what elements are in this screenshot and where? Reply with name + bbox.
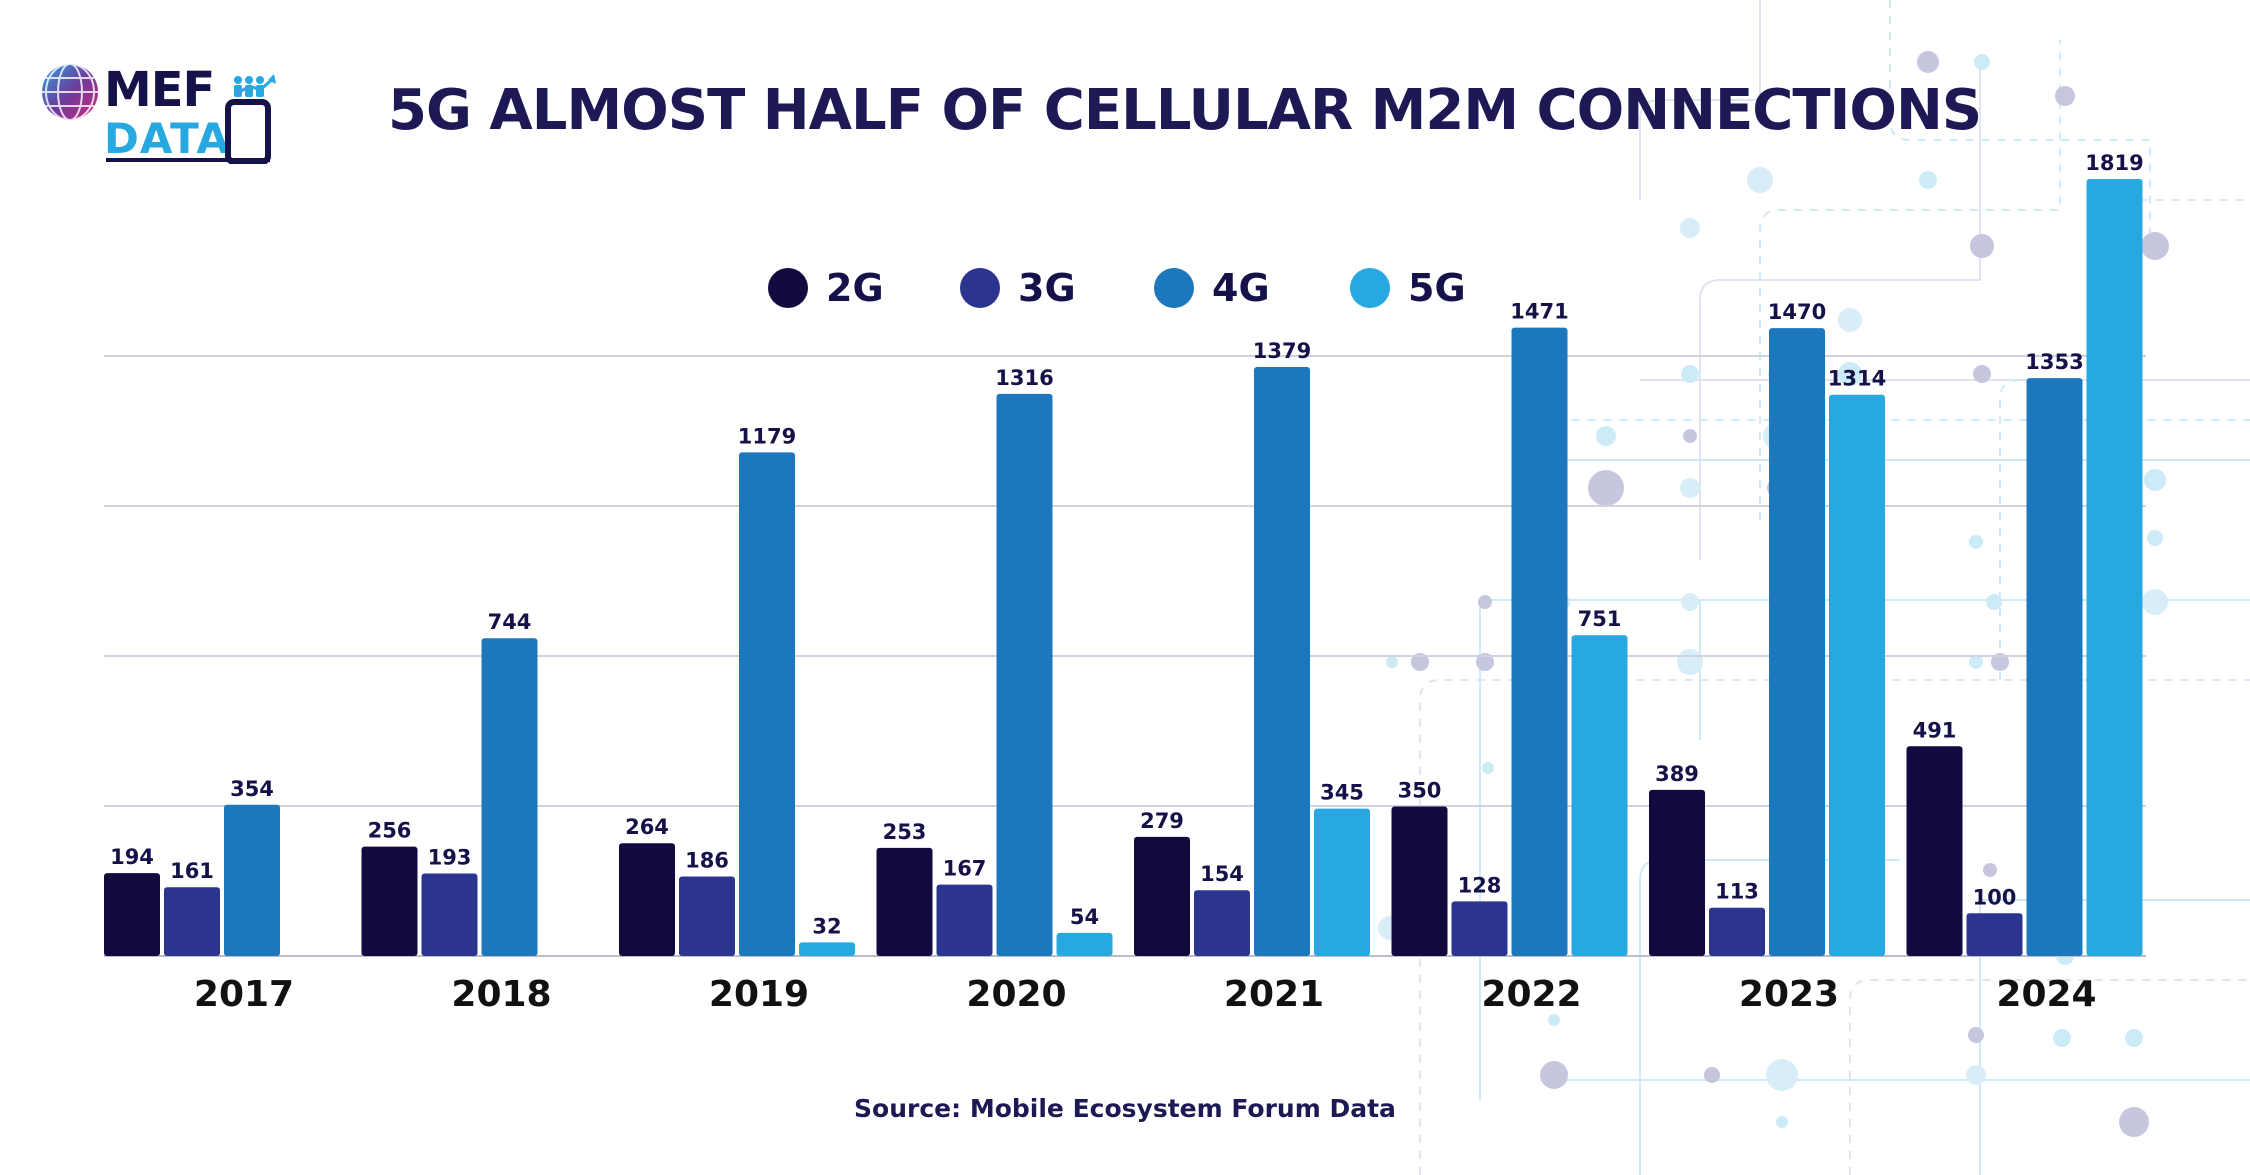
bar-4g-2023: [1769, 328, 1825, 957]
legend-swatch-3g: [960, 268, 1000, 308]
data-label-2g-2018: 256: [368, 819, 412, 843]
data-label-5g-2021: 345: [1320, 781, 1364, 805]
data-label-4g-2017: 354: [230, 777, 274, 801]
logo-underline: [106, 158, 270, 162]
data-label-3g-2021: 154: [1200, 862, 1244, 886]
data-label-4g-2021: 1379: [1253, 339, 1311, 363]
bar-5g-2023: [1829, 394, 1885, 957]
bar-2g-2024: [1906, 746, 1963, 956]
bar-5g-2020: [1056, 932, 1113, 956]
bar-5g-2024: [2086, 179, 2143, 956]
data-label-3g-2018: 193: [428, 846, 472, 870]
legend-label-3g: 3G: [1018, 266, 1076, 310]
data-label-2g-2022: 350: [1398, 779, 1442, 803]
data-label-4g-2020: 1316: [995, 366, 1053, 390]
legend-label-2g: 2G: [826, 266, 884, 310]
globe-icon: [42, 63, 98, 121]
data-label-5g-2023: 1314: [1828, 367, 1886, 391]
x-tick-2018: 2018: [451, 974, 551, 1015]
bar-4g-2024: [2026, 378, 2083, 957]
legend-label-5g: 5G: [1408, 266, 1466, 310]
data-label-2g-2017: 194: [110, 845, 154, 869]
data-label-5g-2024: 1819: [2085, 151, 2143, 175]
x-tick-2021: 2021: [1224, 974, 1324, 1015]
data-label-5g-2022: 751: [1578, 607, 1622, 631]
legend-item-3g: 3G: [960, 258, 1076, 318]
x-tick-2017: 2017: [194, 974, 294, 1015]
x-tick-2020: 2020: [966, 974, 1066, 1015]
bar-3g-2018: [421, 873, 478, 956]
bar-4g-2021: [1254, 366, 1310, 957]
bar-2g-2020: [876, 847, 933, 956]
data-label-5g-2020: 54: [1070, 905, 1099, 929]
x-tick-labels: 2017 2018 2019 2020 2021 2022 2023 2024: [194, 974, 2097, 1015]
bar-2g-2019: [619, 843, 675, 956]
bar-4g-2019: [739, 452, 795, 956]
data-label-3g-2020: 167: [943, 857, 987, 881]
data-labels: 194 161 354 256 193 744 264 186 1179 32 253 167 1316…: [110, 151, 2144, 938]
data-label-3g-2024: 100: [1973, 885, 2017, 909]
data-label-4g-2019: 1179: [738, 424, 796, 448]
logo-mef-text: MEF: [104, 62, 215, 118]
phone-people-icon: [225, 74, 276, 164]
mef-data-logo: MEF DATA: [38, 40, 318, 170]
logo-data-text: DATA: [104, 114, 231, 163]
bar-3g-2021: [1194, 890, 1250, 956]
data-label-3g-2017: 161: [170, 859, 214, 883]
data-label-4g-2024: 1353: [2025, 350, 2083, 374]
data-label-5g-2019: 32: [812, 914, 841, 938]
bar-3g-2024: [1966, 913, 2023, 956]
data-label-3g-2019: 186: [685, 849, 729, 873]
bar-4g-2020: [996, 393, 1053, 956]
data-label-2g-2021: 279: [1140, 809, 1184, 833]
bar-2g-2017: [104, 873, 160, 956]
data-label-2g-2019: 264: [625, 815, 669, 839]
legend-swatch-2g: [768, 268, 808, 308]
legend-item-5g: 5G: [1350, 258, 1466, 318]
bar-2g-2023: [1649, 789, 1705, 956]
bar-3g-2023: [1709, 907, 1765, 956]
bar-2g-2018: [361, 846, 418, 956]
legend-swatch-5g: [1350, 268, 1390, 308]
x-tick-2023: 2023: [1739, 974, 1839, 1015]
legend-item-2g: 2G: [768, 258, 884, 318]
bar-3g-2020: [936, 884, 993, 956]
bar-4g-2018: [481, 638, 538, 956]
bar-4g-2022: [1511, 327, 1568, 956]
bar-5g-2021: [1314, 808, 1370, 956]
bar-5g-2019: [799, 942, 855, 956]
bar-3g-2017: [164, 887, 220, 956]
bar-4g-2017: [224, 804, 280, 956]
data-label-2g-2020: 253: [883, 820, 927, 844]
bar-3g-2019: [679, 876, 735, 956]
x-tick-2019: 2019: [709, 974, 809, 1015]
bar-2g-2022: [1391, 806, 1448, 956]
x-tick-2022: 2022: [1481, 974, 1581, 1015]
bar-5g-2022: [1571, 635, 1628, 956]
legend-swatch-4g: [1154, 268, 1194, 308]
data-label-4g-2022: 1471: [1510, 300, 1568, 324]
bar-3g-2022: [1451, 901, 1508, 956]
source-note: Source: Mobile Ecosystem Forum Data: [854, 1094, 1396, 1123]
chart-legend: 2G 3G 4G 5G: [0, 258, 2250, 318]
data-label-4g-2018: 744: [488, 610, 532, 634]
x-tick-2024: 2024: [1996, 974, 2096, 1015]
data-label-4g-2023: 1470: [1768, 300, 1826, 324]
bar-2g-2021: [1134, 836, 1190, 956]
chart-title: 5G ALMOST HALF OF CELLULAR M2M CONNECTIO…: [388, 78, 1982, 143]
legend-label-4g: 4G: [1212, 266, 1270, 310]
data-label-2g-2023: 389: [1655, 762, 1699, 786]
bars: [104, 179, 2143, 957]
data-label-3g-2022: 128: [1458, 873, 1502, 897]
data-label-3g-2023: 113: [1715, 880, 1759, 904]
legend-item-4g: 4G: [1154, 258, 1270, 318]
data-label-2g-2024: 491: [1913, 718, 1957, 742]
